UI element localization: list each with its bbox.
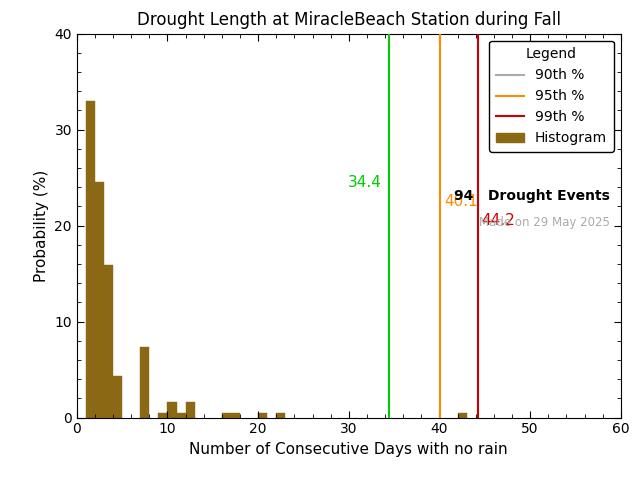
Bar [95, 182, 104, 418]
Bar [231, 413, 240, 418]
Bar [458, 413, 467, 418]
Bar [177, 413, 186, 418]
Bar [86, 101, 95, 418]
Bar [168, 402, 177, 418]
Bar [186, 402, 195, 418]
Text: Made on 29 May 2025: Made on 29 May 2025 [479, 216, 610, 229]
Text: 44.2: 44.2 [481, 213, 515, 228]
Bar [258, 413, 268, 418]
Bar [276, 413, 285, 418]
Text: 94   Drought Events: 94 Drought Events [454, 189, 610, 203]
Bar [222, 413, 231, 418]
Bar [140, 347, 149, 418]
Legend: 90th %, 95th %, 99th %, Histogram: 90th %, 95th %, 99th %, Histogram [489, 40, 614, 152]
Bar [113, 376, 122, 418]
Y-axis label: Probability (%): Probability (%) [34, 169, 49, 282]
Bar [158, 413, 168, 418]
Text: 40.1: 40.1 [444, 194, 477, 209]
Bar [104, 265, 113, 418]
Title: Drought Length at MiracleBeach Station during Fall: Drought Length at MiracleBeach Station d… [137, 11, 561, 29]
Text: 34.4: 34.4 [348, 175, 381, 190]
X-axis label: Number of Consecutive Days with no rain: Number of Consecutive Days with no rain [189, 442, 508, 457]
